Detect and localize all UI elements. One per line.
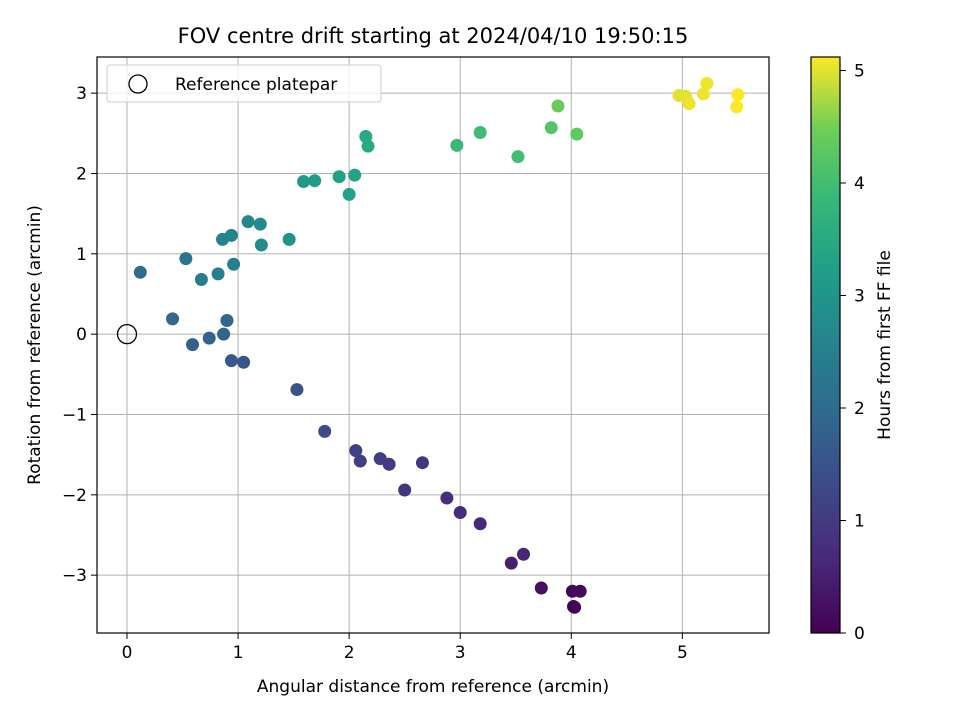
x-tick-label: 4 [566,643,577,663]
data-point [696,87,710,101]
data-point [568,600,582,614]
data-point [166,312,180,326]
legend-label-reference: Reference platepar [175,75,337,95]
reference-platepar-marker [116,324,138,345]
x-tick-label: 5 [677,643,688,663]
data-point [473,126,487,140]
data-point [373,452,387,466]
legend-box [106,64,382,103]
colorbar-gradient [810,56,841,634]
x-tick-label: 2 [344,643,355,663]
data-point [349,444,363,458]
x-tick-label: 0 [122,643,133,663]
data-point [227,257,241,271]
data-point [202,331,216,345]
data-point [353,454,367,468]
colorbar-tick-label: 3 [854,287,865,307]
data-point [700,77,714,91]
data-point [473,517,487,531]
data-point [348,168,362,182]
legend-marker-reference [128,74,148,94]
plot-frame [96,56,770,634]
data-point [308,174,322,188]
data-point [544,121,558,135]
y-tick-label: 2 [76,164,87,184]
data-point [342,187,356,201]
data-point [133,265,147,279]
colorbar-tick-label: 1 [854,512,865,532]
colorbar: 0 1 2 3 4 5 Hours from first FF file [810,56,895,644]
data-point [332,170,346,184]
y-tick-label: −3 [62,566,87,586]
data-point [534,581,548,595]
x-axis: 0 1 2 3 4 5 [122,633,688,663]
y-tick-label: 0 [76,325,87,345]
grid [97,57,769,633]
data-point [186,338,200,352]
data-point [194,273,208,287]
data-point [398,483,412,497]
data-point [450,138,464,152]
data-point [682,97,696,111]
y-tick-label: 3 [76,84,87,104]
colorbar-tick-label: 5 [854,62,865,82]
y-tick-label: −1 [62,405,87,425]
legend: Reference platepar [106,64,382,103]
data-point [511,150,525,164]
data-point [415,456,429,470]
colorbar-ticks: 0 1 2 3 4 5 [840,62,865,644]
data-point [297,175,311,189]
data-point [731,88,745,102]
data-point [220,313,234,327]
x-axis-label: Angular distance from reference (arcmin) [257,677,609,697]
data-point [254,238,268,252]
y-tick-label: 1 [76,245,87,265]
colorbar-tick-label: 4 [854,174,865,194]
data-point [573,584,587,598]
y-tick-label: −2 [62,486,87,506]
data-point [224,354,238,368]
data-point [211,267,225,281]
data-point [517,547,531,561]
data-point [253,217,267,231]
data-point [361,139,375,153]
data-point [453,505,467,519]
colorbar-tick-label: 2 [854,399,865,419]
data-point [730,100,744,114]
y-axis-label: Rotation from reference (arcmin) [25,205,45,485]
colorbar-label: Hours from first FF file [875,250,895,440]
data-point [440,491,454,505]
y-axis: −3 −2 −1 0 1 2 3 [62,84,97,586]
x-tick-label: 1 [233,643,244,663]
data-point [570,127,584,141]
data-point [217,327,231,341]
data-point [551,99,565,113]
data-point [224,228,238,242]
data-point [179,252,193,266]
colorbar-tick-label: 0 [854,624,865,644]
data-point [318,424,332,438]
data-point [290,383,304,397]
chart-title: FOV centre drift starting at 2024/04/10 … [178,24,689,48]
data-points [116,77,745,614]
data-point [237,355,251,369]
data-point [241,215,255,229]
data-point [282,232,296,246]
data-point [504,556,518,570]
x-tick-label: 3 [455,643,466,663]
